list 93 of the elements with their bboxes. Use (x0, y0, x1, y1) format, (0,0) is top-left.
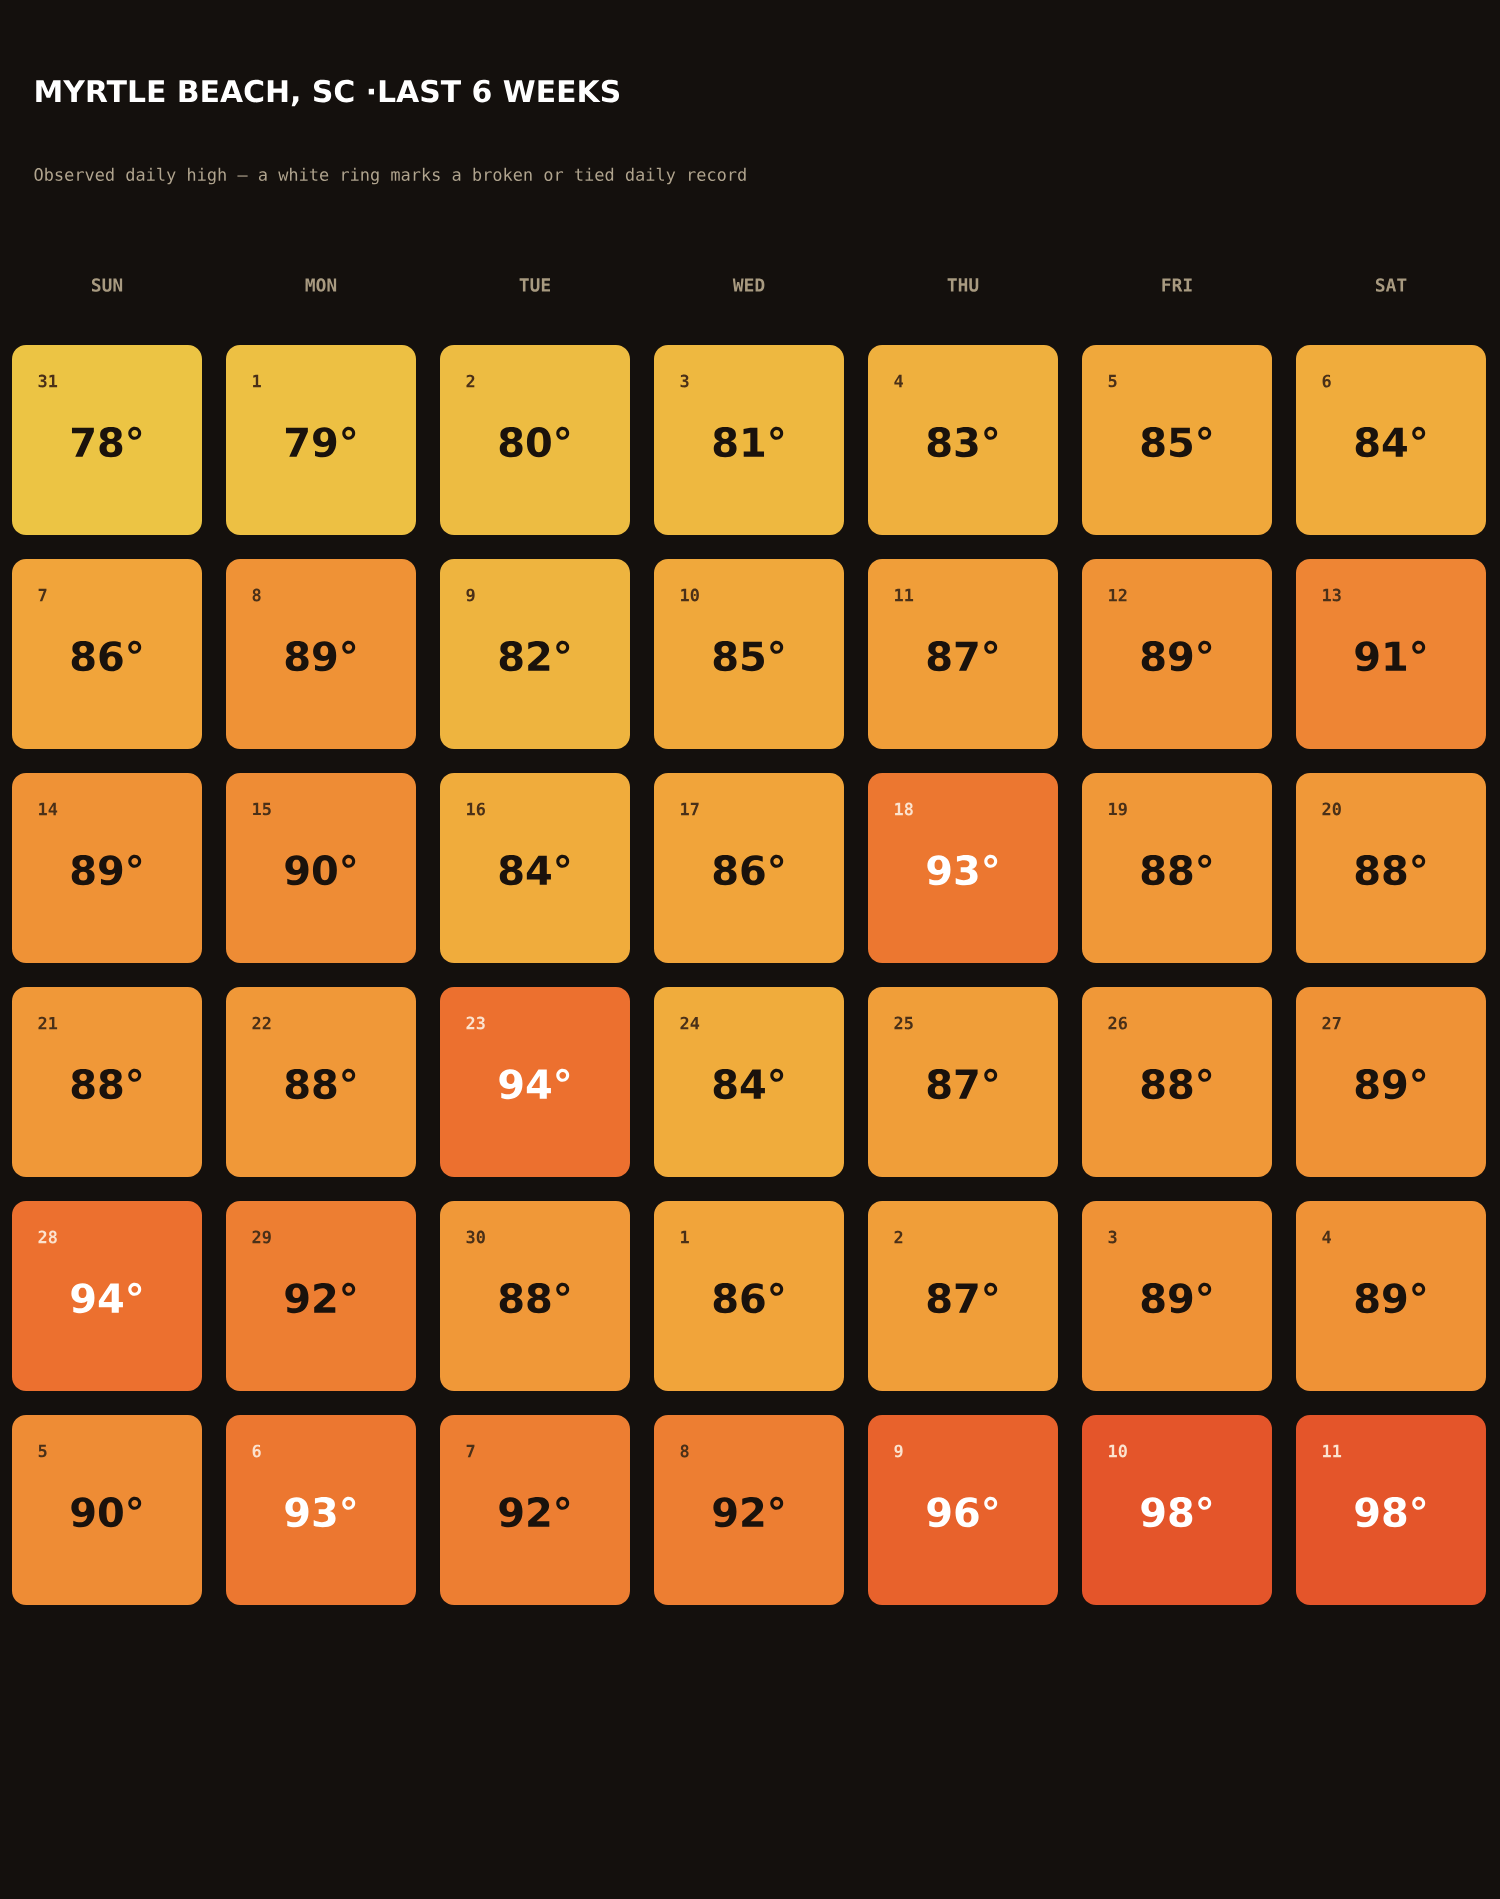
x-tick-label: SUN (91, 278, 123, 292)
data-label: 92° (713, 1496, 784, 1528)
data-label: 81° (713, 426, 784, 458)
data-label: 87° (927, 1068, 998, 1100)
annotation: 7 (466, 1444, 475, 1458)
data-label: 86° (713, 1282, 784, 1314)
x-tick-label: TUE (519, 278, 550, 292)
annotation: 22 (252, 1016, 271, 1030)
data-label: 78° (71, 426, 142, 458)
data-label: 94° (71, 1282, 142, 1314)
annotation: 1 (681, 1230, 689, 1244)
annotation: 9 (466, 588, 475, 602)
annotation: 5 (38, 1444, 47, 1458)
annotation: 10 (1109, 1444, 1127, 1458)
data-label: 80° (499, 426, 570, 458)
annotation: 17 (681, 802, 699, 816)
data-label: 89° (1141, 640, 1212, 672)
data-label: 88° (1141, 854, 1212, 886)
annotation: 30 (466, 1230, 485, 1244)
annotation: 9 (894, 1444, 903, 1458)
annotation: 6 (252, 1444, 261, 1458)
annotation: 16 (467, 802, 485, 816)
data-label: 88° (71, 1068, 142, 1100)
data-label: 83° (927, 426, 998, 458)
annotation: 5 (1108, 374, 1117, 388)
data-label: 89° (1141, 1282, 1212, 1314)
annotation: 1 (253, 374, 261, 388)
annotation: 3 (680, 374, 689, 388)
annotation: 31 (38, 374, 58, 388)
x-tick-label: FRI (1162, 278, 1192, 292)
data-label: 89° (1355, 1068, 1426, 1100)
annotation: 4 (1322, 1230, 1331, 1244)
annotation: 24 (680, 1016, 700, 1030)
data-label: 93° (927, 854, 998, 886)
data-label: 92° (285, 1282, 356, 1314)
data-label: 87° (927, 640, 998, 672)
annotation: 11 (895, 588, 914, 602)
x-tick-label: THU (947, 278, 979, 292)
data-label: 90° (285, 854, 356, 886)
annotation: 8 (680, 1444, 689, 1458)
data-label: 89° (285, 640, 356, 672)
annotation: 15 (253, 802, 271, 816)
data-label: 89° (1355, 1282, 1426, 1314)
annotation: 18 (895, 802, 913, 816)
x-tick-label: MON (305, 278, 337, 292)
data-label: 91° (1355, 640, 1426, 672)
data-label: 88° (285, 1068, 356, 1100)
x-tick-label: SAT (1375, 278, 1407, 292)
annotation: 19 (1109, 802, 1127, 816)
data-label: 79° (285, 426, 356, 458)
annotation: 7 (38, 588, 47, 602)
annotation: 12 (1109, 588, 1127, 602)
data-label: 93° (285, 1496, 356, 1528)
annotation: 14 (39, 802, 58, 816)
annotation: 28 (38, 1230, 57, 1244)
annotation: 3 (1108, 1230, 1117, 1244)
annotation: 25 (894, 1016, 913, 1030)
data-label: 84° (1355, 426, 1426, 458)
annotation: 13 (1323, 588, 1341, 602)
data-label: 90° (71, 1496, 142, 1528)
data-label: 86° (71, 640, 142, 672)
annotation: 10 (681, 588, 699, 602)
annotation: 26 (1108, 1016, 1127, 1030)
data-label: 85° (1141, 426, 1212, 458)
data-label: 88° (499, 1282, 570, 1314)
annotation: 6 (1322, 374, 1331, 388)
data-label: 82° (499, 640, 570, 672)
annotation: 11 (1323, 1444, 1342, 1458)
x-tick-label: WED (732, 278, 765, 292)
data-label: 85° (713, 640, 784, 672)
data-label: 88° (1141, 1068, 1212, 1100)
data-label: 98° (1355, 1496, 1426, 1528)
annotation: 27 (1322, 1016, 1341, 1030)
annotation: 23 (466, 1016, 485, 1030)
annotation: 4 (894, 374, 903, 388)
annotation: 8 (252, 588, 261, 602)
annotation: 20 (1322, 802, 1341, 816)
data-label: 92° (499, 1496, 570, 1528)
data-label: 87° (927, 1282, 998, 1314)
annotation: 2 (466, 374, 475, 388)
annotation: 2 (894, 1230, 903, 1244)
chart-title: MYRTLE BEACH, SC ·LAST 6 WEEKS (36, 79, 620, 107)
data-label: 84° (713, 1068, 784, 1100)
data-label: 94° (499, 1068, 570, 1100)
data-label: 88° (1355, 854, 1426, 886)
data-label: 84° (499, 854, 570, 886)
annotation: 21 (38, 1016, 58, 1030)
data-label: 89° (71, 854, 142, 886)
chart-subtitle: Observed daily high — a white ring marks a broken or tied daily record (34, 167, 746, 185)
data-label: 98° (1141, 1496, 1212, 1528)
data-label: 96° (927, 1496, 998, 1528)
data-label: 86° (713, 854, 784, 886)
annotation: 29 (252, 1230, 271, 1244)
